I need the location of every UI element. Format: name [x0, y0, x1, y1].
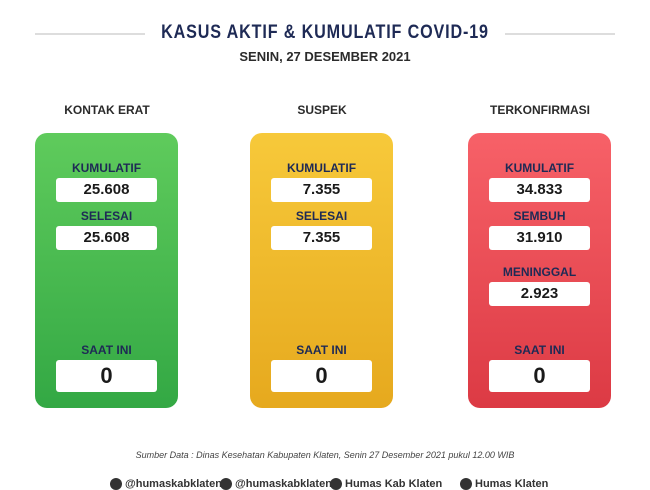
column-label: SUSPEK — [297, 103, 347, 117]
row-label: KUMULATIF — [71, 161, 142, 175]
row-label: SELESAI — [80, 209, 133, 223]
row-value: 25.608 — [56, 226, 157, 250]
row-value: 2.923 — [489, 282, 590, 306]
footer-handle: Humas Klaten — [460, 478, 548, 490]
row-value: 25.608 — [56, 178, 157, 202]
icon — [110, 478, 122, 490]
row-value: 34.833 — [489, 178, 590, 202]
handle: @humaskabklaten — [235, 478, 332, 490]
current-label: SAAT INI — [296, 343, 347, 357]
icon — [460, 478, 472, 490]
card: KUMULATIF 7.355 SELESAI 7.355 SAAT INI 0 — [250, 133, 393, 408]
source-prefix: Sumber Data : — [135, 450, 194, 460]
rule — [35, 33, 145, 35]
current-label: SAAT INI — [81, 343, 132, 357]
row-value: 7.355 — [271, 178, 372, 202]
column-label: TERKONFIRMASI — [490, 103, 590, 117]
current-value: 0 — [56, 360, 157, 392]
current-value: 0 — [271, 360, 372, 392]
footer-handle: @humaskabklaten — [110, 478, 222, 490]
footer-handle: Humas Kab Klaten — [330, 478, 442, 490]
handle: @humaskabklaten — [125, 478, 222, 490]
row-label: SELESAI — [295, 209, 348, 223]
current-value: 0 — [489, 360, 590, 392]
row-label: KUMULATIF — [286, 161, 357, 175]
footer-handle: @humaskabklaten — [220, 478, 332, 490]
subtitle: SENIN, 27 DESEMBER 2021 — [239, 49, 411, 64]
icon — [330, 478, 342, 490]
row-value: 31.910 — [489, 226, 590, 250]
row-label: KUMULATIF — [504, 161, 575, 175]
row-label: SEMBUH — [513, 209, 566, 223]
source: Sumber Data : Dinas Kesehatan Kabupaten … — [0, 450, 650, 460]
column-label: KONTAK ERAT — [64, 103, 150, 117]
card: KUMULATIF 34.833 SEMBUH 31.910 MENINGGAL 2.92… — [468, 133, 611, 408]
current-label: SAAT INI — [514, 343, 565, 357]
handle: Humas Klaten — [475, 478, 549, 490]
row-value: 7.355 — [271, 226, 372, 250]
icon — [220, 478, 232, 490]
row-label: MENINGGAL — [502, 265, 577, 279]
source-text: Dinas Kesehatan Kabupaten Klaten, Senin … — [196, 450, 515, 460]
title: KASUS AKTIF & KUMULATIF COVID-19 — [161, 22, 489, 43]
card: KUMULATIF 25.608 SELESAI 25.608 SAAT INI 0 — [35, 133, 178, 408]
handle: Humas Kab Klaten — [345, 478, 443, 490]
rule — [505, 33, 615, 35]
